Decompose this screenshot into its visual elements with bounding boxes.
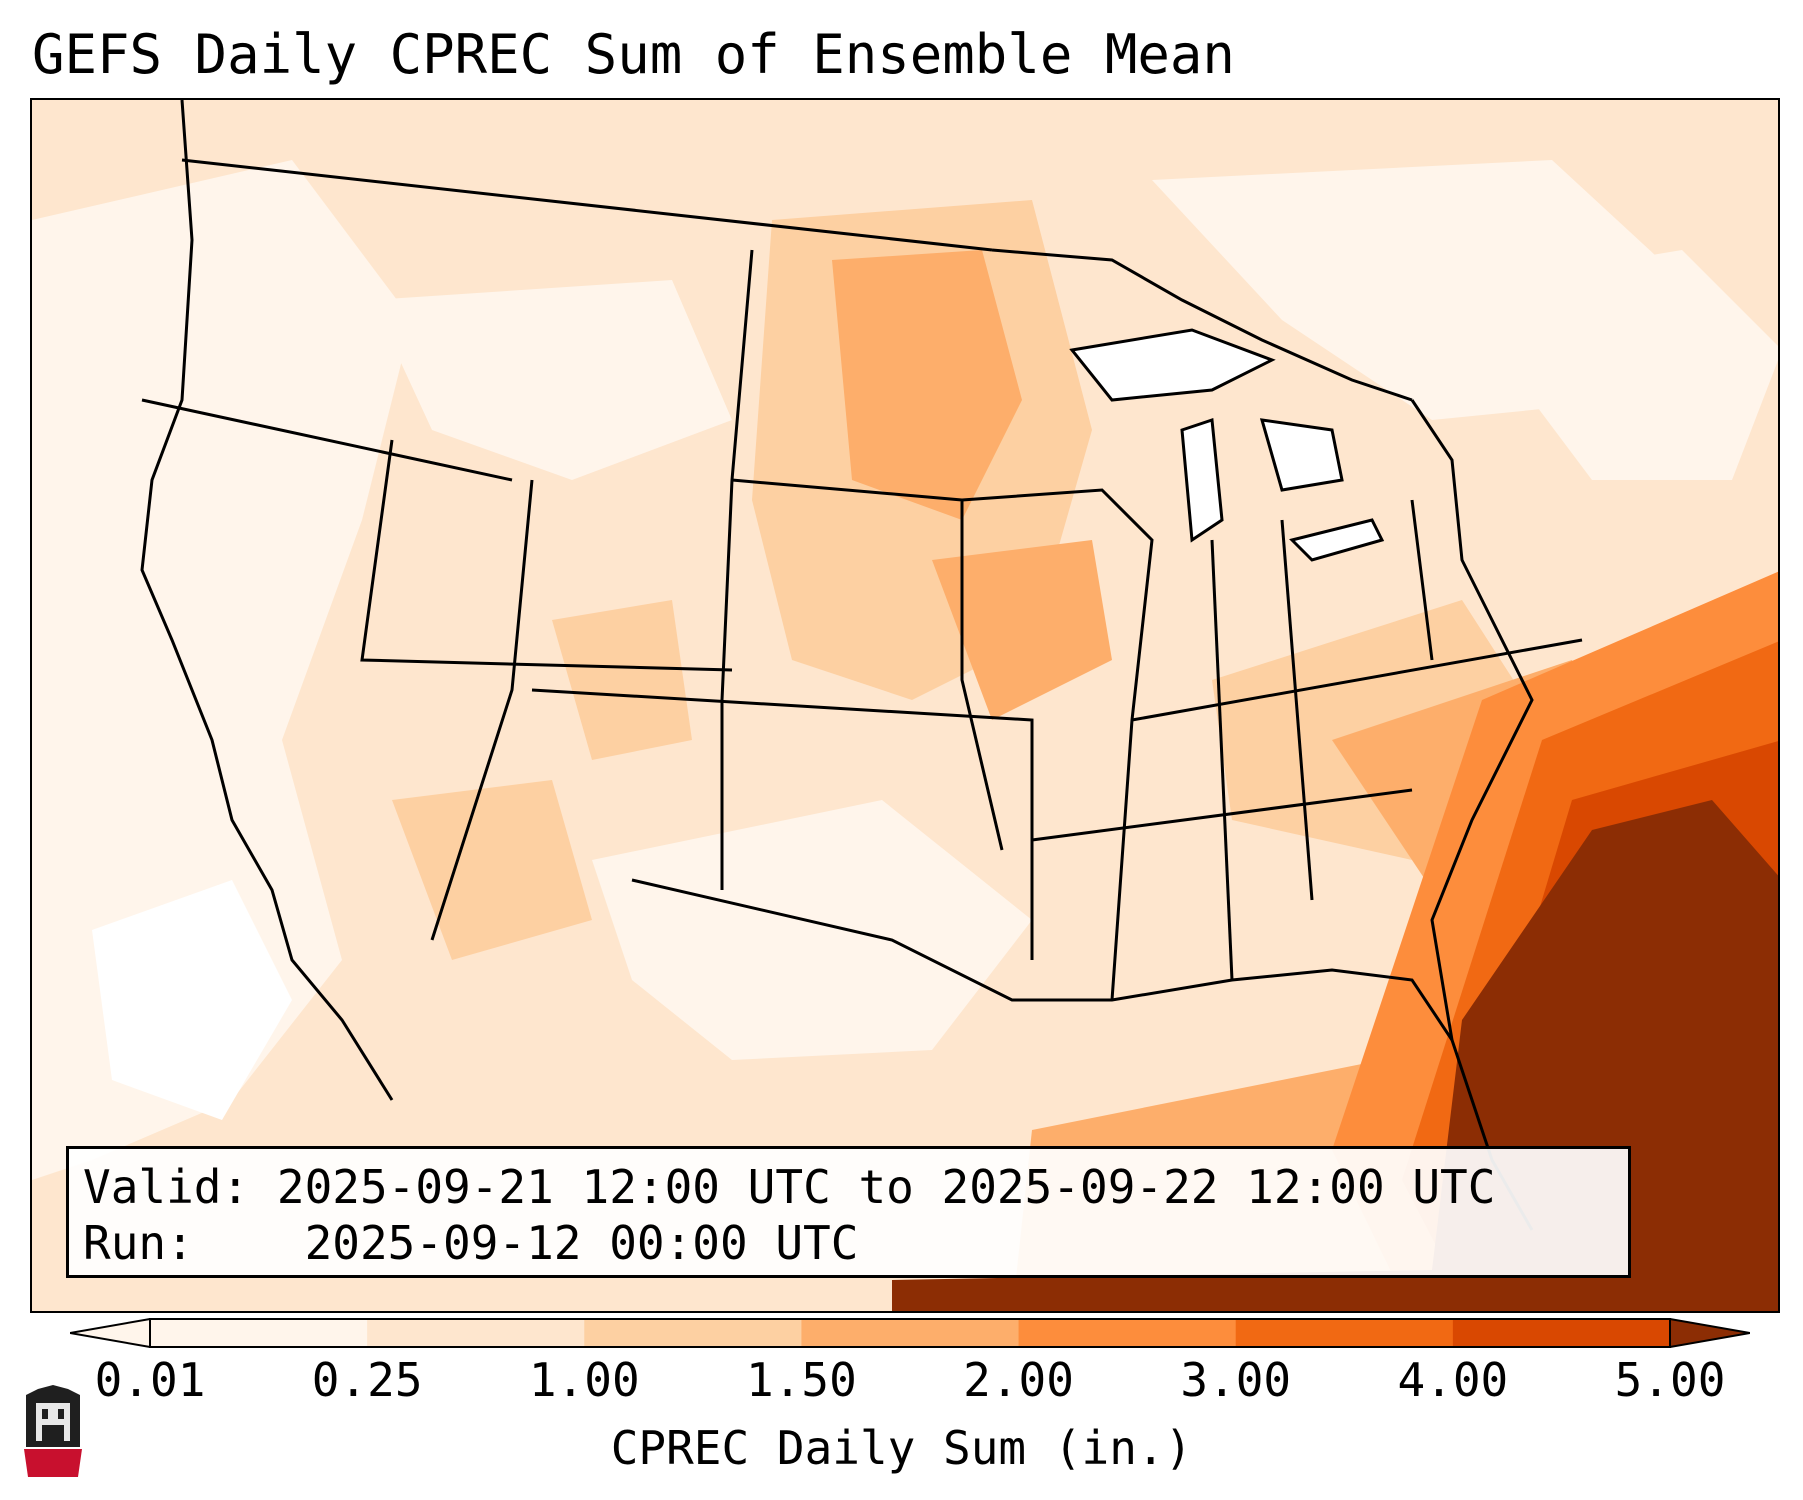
dry-region-texas (592, 800, 1032, 1060)
colorbar-segment (584, 1319, 802, 1347)
dry-region-pacific (92, 880, 292, 1120)
colorbar-extend-low (70, 1318, 151, 1348)
state-border-1 (141, 398, 513, 482)
colorbar-outline (149, 1318, 1671, 1348)
run-time: 2025-09-12 00:00 UTC (304, 1216, 859, 1270)
heavy-region-dakotas (832, 250, 1022, 520)
state-border-2 (360, 439, 733, 672)
colorbar-tick-label: 5.00 (1614, 1353, 1726, 1407)
lake-huron (1259, 418, 1344, 492)
colorbar (70, 1318, 1750, 1348)
colorbar-tick-label: 0.01 (94, 1353, 206, 1407)
state-border-3 (430, 479, 534, 941)
valid-label: Valid: (83, 1160, 250, 1214)
lake-superior (1069, 328, 1276, 402)
moderate-region-colorado (552, 600, 692, 760)
colorbar-segment (801, 1319, 1020, 1347)
colorbar-tick-label: 3.00 (1180, 1353, 1292, 1407)
dry-region-northeast (1502, 250, 1778, 480)
map-borders (140, 100, 1583, 1231)
precipitation-field (32, 100, 1778, 1311)
state-border-12 (1410, 499, 1434, 661)
colorbar-segment (1452, 1319, 1671, 1347)
border-canada-west (181, 158, 993, 252)
heavy-region-iowa (932, 540, 1112, 720)
map-title: GEFS Daily CPREC Sum of Ensemble Mean (32, 23, 1235, 86)
colorbar-tick-label: 0.25 (311, 1353, 423, 1407)
coastline-gulf (631, 878, 1454, 1041)
state-border-6 (531, 688, 1034, 960)
moderate-region-arizona (392, 780, 592, 960)
valid-time-range: 2025-09-21 12:00 UTC to 2025-09-22 12:00… (276, 1160, 1496, 1214)
coastline-west (140, 100, 394, 1101)
state-border-10 (1210, 539, 1234, 981)
lake-erie (1289, 518, 1385, 562)
state-border-4 (720, 249, 754, 890)
colorbar-segment (367, 1319, 585, 1347)
border-canada-east (991, 248, 1413, 402)
state-border-7 (961, 488, 1154, 1001)
colorbar-segment (1235, 1319, 1454, 1347)
coastline-east (1410, 399, 1534, 1231)
state-border-8 (1131, 638, 1583, 722)
lake-michigan (1180, 417, 1224, 543)
state-border-5 (731, 478, 1004, 851)
validity-info-box: Valid: 2025-09-21 12:00 UTC to 2025-09-2… (66, 1146, 1631, 1278)
state-border-9 (1031, 788, 1413, 842)
colorbar-segment (1018, 1319, 1237, 1347)
colorbar-segment (150, 1319, 368, 1347)
colorbar-tick-label: 1.00 (528, 1353, 640, 1407)
great-lakes (1069, 328, 1385, 562)
niu-logo (24, 1385, 82, 1477)
colorbar-label: CPREC Daily Sum (in.) (610, 1421, 1193, 1475)
dry-region-northwest (372, 280, 732, 480)
colorbar-tick-label: 2.00 (963, 1353, 1074, 1407)
colorbar-extend-high (1669, 1318, 1750, 1348)
colorbar-tick-label: 4.00 (1397, 1353, 1509, 1407)
run-label: Run: (83, 1216, 194, 1270)
precipitation-map (30, 98, 1780, 1313)
colorbar-tick-label: 1.50 (746, 1353, 857, 1407)
state-border-11 (1280, 519, 1314, 901)
